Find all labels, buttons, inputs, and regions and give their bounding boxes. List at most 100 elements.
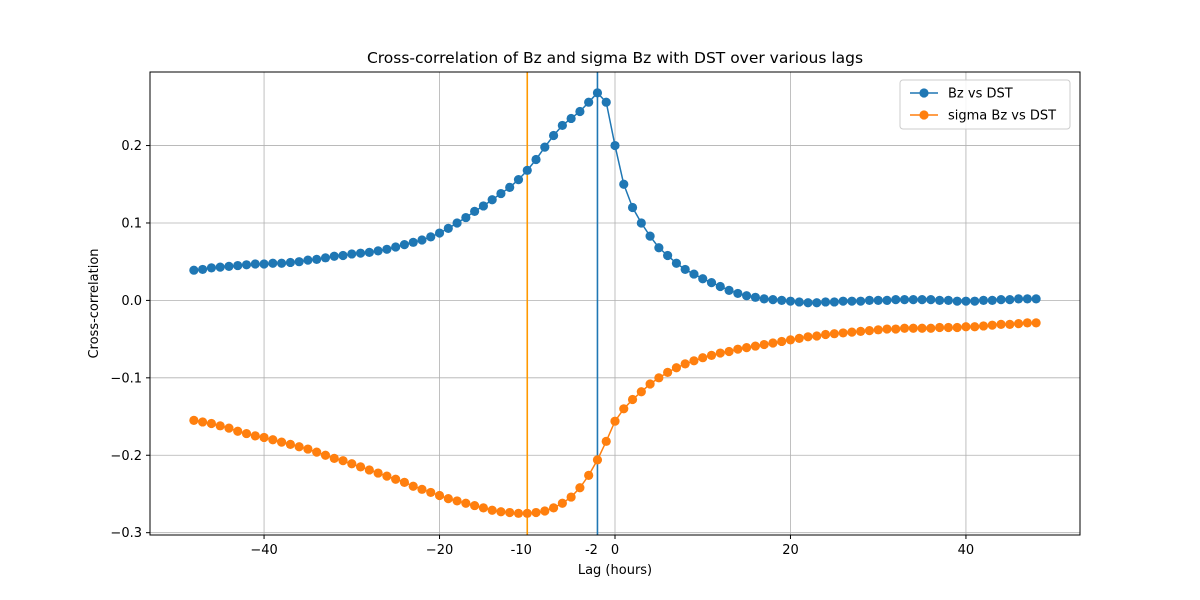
data-point (434, 490, 445, 501)
data-point (592, 455, 603, 465)
data-point (566, 113, 576, 124)
y-tick-label: 0.0 (121, 294, 142, 309)
data-point (952, 296, 962, 306)
data-point (899, 295, 910, 305)
data-point (426, 487, 436, 498)
data-point (636, 387, 646, 397)
data-point (285, 257, 295, 268)
data-point (399, 477, 410, 487)
data-point (864, 295, 875, 305)
data-point (654, 243, 664, 253)
data-point (584, 97, 594, 107)
data-point (285, 439, 295, 450)
data-point (478, 503, 488, 513)
data-point (496, 507, 506, 517)
data-point (627, 394, 638, 405)
legend-label: Bz vs DST (948, 87, 1013, 102)
data-point (1031, 318, 1041, 328)
y-tick-label: −0.3 (110, 526, 142, 541)
data-point (724, 285, 734, 295)
data-point (399, 240, 410, 250)
data-point (820, 297, 831, 307)
x-tick-label: 0 (611, 543, 619, 558)
data-point (513, 175, 524, 185)
data-point (996, 295, 1006, 305)
data-point (987, 320, 997, 330)
data-point (742, 343, 752, 353)
data-point (417, 235, 427, 245)
data-point (838, 296, 848, 306)
data-point (601, 97, 611, 107)
data-point (584, 470, 594, 480)
data-point (303, 255, 313, 265)
data-point (970, 322, 980, 332)
data-point (443, 223, 453, 233)
data-point (952, 322, 962, 333)
data-point (864, 326, 875, 336)
data-point (250, 431, 260, 441)
data-point (812, 331, 822, 341)
data-point (768, 295, 778, 305)
data-point (347, 249, 357, 259)
legend-marker (919, 110, 929, 120)
data-point (355, 462, 366, 472)
data-point (742, 291, 752, 301)
data-point (268, 435, 278, 445)
data-point (733, 344, 743, 354)
data-point (619, 179, 629, 189)
data-point (671, 363, 682, 373)
data-point (829, 297, 839, 307)
data-point (961, 296, 971, 306)
data-point (505, 182, 515, 192)
x-tick-label: 20 (782, 543, 799, 558)
data-point (452, 496, 462, 506)
data-point (233, 260, 243, 271)
data-point (364, 465, 374, 475)
y-tick-label: −0.1 (110, 371, 142, 386)
data-point (540, 142, 550, 152)
data-point (680, 264, 690, 275)
data-point (917, 323, 927, 333)
data-point (943, 322, 954, 333)
data-point (873, 325, 883, 335)
reference-line-label: -10 (511, 543, 532, 558)
data-point (978, 295, 989, 305)
legend-marker (919, 88, 929, 98)
data-point (557, 120, 567, 131)
series-bz-vs-dst (189, 88, 1041, 308)
ticks: −40 −20 0 20 40 −0.3 −0.2 −0.1 0.0 0.1 0.2 -2 -10 (110, 139, 974, 558)
data-point (961, 322, 971, 332)
data-point (189, 415, 199, 426)
data-point (531, 507, 541, 518)
data-point (891, 324, 901, 334)
data-point (548, 130, 559, 141)
data-point (812, 298, 822, 308)
data-point (663, 250, 673, 261)
data-point (557, 498, 567, 508)
y-tick-label: 0.2 (121, 139, 142, 154)
data-point (373, 246, 383, 256)
data-point (487, 505, 497, 515)
data-point (917, 295, 927, 305)
data-point (847, 327, 857, 337)
data-point (838, 328, 848, 338)
data-point (768, 338, 778, 348)
data-point (680, 359, 690, 369)
data-point (241, 260, 252, 270)
data-point (592, 88, 603, 98)
data-point (189, 265, 199, 275)
data-point (224, 423, 234, 433)
data-point (548, 503, 559, 513)
data-point (759, 339, 769, 350)
data-point (610, 416, 620, 426)
data-point (1022, 294, 1032, 304)
data-point (706, 350, 717, 360)
x-axis-label: Lag (hours) (578, 563, 652, 578)
data-point (312, 254, 322, 264)
x-tick-label: −40 (250, 543, 277, 558)
data-point (908, 323, 918, 333)
data-point (926, 295, 936, 305)
legend-label: sigma Bz vs DST (948, 109, 1056, 124)
data-point (338, 456, 348, 466)
